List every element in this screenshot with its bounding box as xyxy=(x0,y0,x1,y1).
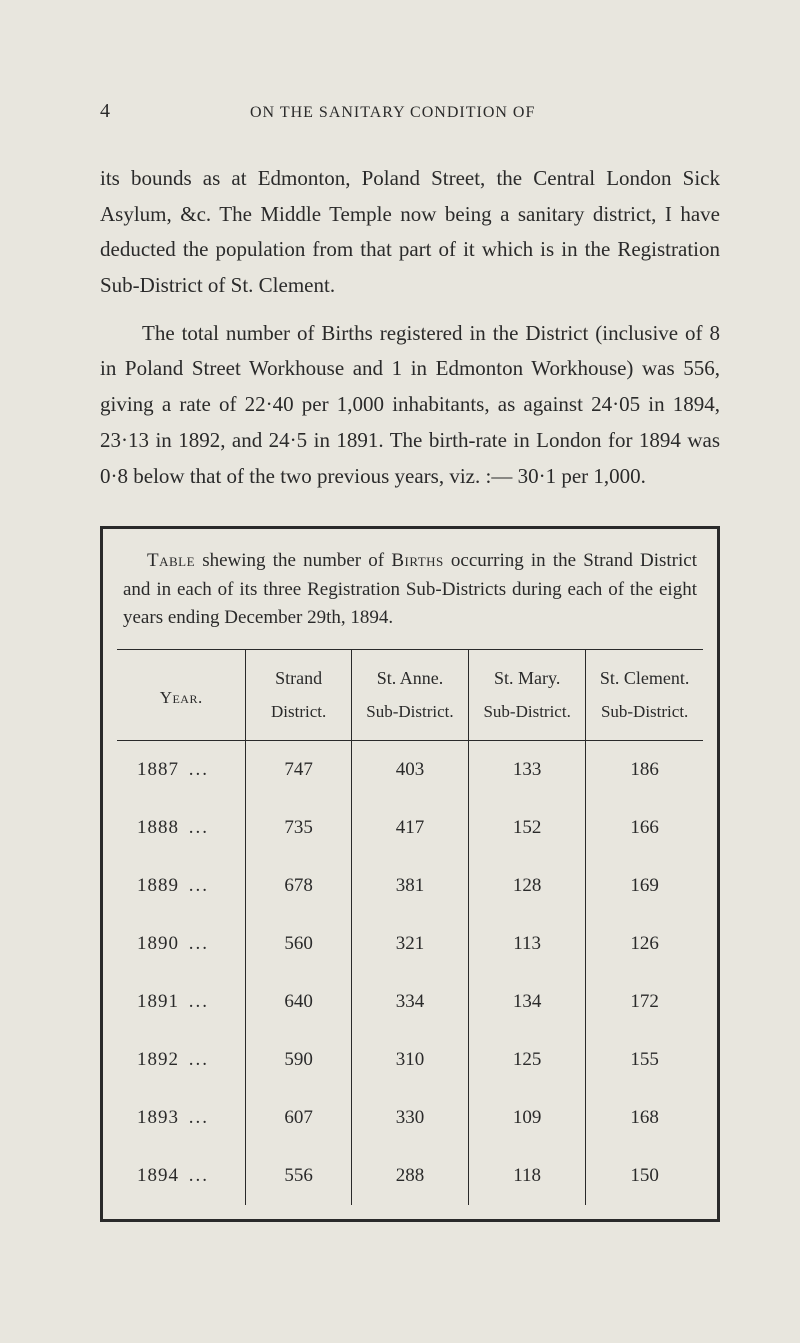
page-header: 4 ON THE SANITARY CONDITION OF xyxy=(100,100,720,123)
th-strand-bot: District. xyxy=(252,698,344,725)
data-cell: 321 xyxy=(351,915,468,973)
year-cell: 1889 ... xyxy=(117,857,246,915)
running-head: ON THE SANITARY CONDITION OF xyxy=(250,104,535,122)
th-year-label: Year. xyxy=(123,684,239,711)
data-cell: 334 xyxy=(351,973,468,1031)
data-cell: 169 xyxy=(586,857,703,915)
table-row: 1894 ...556288118150 xyxy=(117,1147,703,1205)
data-cell: 109 xyxy=(469,1089,586,1147)
data-cell: 735 xyxy=(246,799,351,857)
data-cell: 133 xyxy=(469,740,586,799)
data-cell: 288 xyxy=(351,1147,468,1205)
data-cell: 747 xyxy=(246,740,351,799)
data-cell: 403 xyxy=(351,740,468,799)
year-cell: 1892 ... xyxy=(117,1031,246,1089)
caption-word-table: Table xyxy=(147,550,195,571)
data-cell: 150 xyxy=(586,1147,703,1205)
body-text: its bounds as at Edmonton, Poland Street… xyxy=(100,161,720,494)
data-cell: 678 xyxy=(246,857,351,915)
table-row: 1891 ...640334134172 xyxy=(117,973,703,1031)
th-mary-top: St. Mary. xyxy=(475,664,579,693)
data-cell: 556 xyxy=(246,1147,351,1205)
data-cell: 381 xyxy=(351,857,468,915)
births-table-container: Table shewing the number of Births occur… xyxy=(100,526,720,1221)
th-anne-bot: Sub-District. xyxy=(358,698,462,725)
births-table: Year. Strand District. St. Anne. Sub-Dis… xyxy=(117,649,703,1205)
paragraph-1: its bounds as at Edmonton, Poland Street… xyxy=(100,161,720,304)
paragraph-2: The total number of Births registered in… xyxy=(100,316,720,494)
data-cell: 134 xyxy=(469,973,586,1031)
year-cell: 1891 ... xyxy=(117,973,246,1031)
data-cell: 155 xyxy=(586,1031,703,1089)
th-clement-bot: Sub-District. xyxy=(592,698,697,725)
year-cell: 1894 ... xyxy=(117,1147,246,1205)
data-cell: 152 xyxy=(469,799,586,857)
caption-mid: shewing the number of xyxy=(195,550,391,571)
year-cell: 1887 ... xyxy=(117,740,246,799)
year-cell: 1893 ... xyxy=(117,1089,246,1147)
data-cell: 560 xyxy=(246,915,351,973)
table-body: 1887 ...7474031331861888 ...735417152166… xyxy=(117,740,703,1205)
data-cell: 590 xyxy=(246,1031,351,1089)
data-cell: 172 xyxy=(586,973,703,1031)
data-cell: 125 xyxy=(469,1031,586,1089)
th-strand-top: Strand xyxy=(252,664,344,693)
data-cell: 166 xyxy=(586,799,703,857)
th-clement: St. Clement. Sub-District. xyxy=(586,649,703,740)
th-anne-top: St. Anne. xyxy=(358,664,462,693)
data-cell: 118 xyxy=(469,1147,586,1205)
page-number: 4 xyxy=(100,100,110,123)
table-row: 1888 ...735417152166 xyxy=(117,799,703,857)
data-cell: 607 xyxy=(246,1089,351,1147)
th-mary: St. Mary. Sub-District. xyxy=(469,649,586,740)
table-row: 1889 ...678381128169 xyxy=(117,857,703,915)
data-cell: 640 xyxy=(246,973,351,1031)
th-year: Year. xyxy=(117,649,246,740)
data-cell: 186 xyxy=(586,740,703,799)
data-cell: 126 xyxy=(586,915,703,973)
data-cell: 330 xyxy=(351,1089,468,1147)
data-cell: 417 xyxy=(351,799,468,857)
th-strand: Strand District. xyxy=(246,649,351,740)
table-header-row: Year. Strand District. St. Anne. Sub-Dis… xyxy=(117,649,703,740)
table-row: 1893 ...607330109168 xyxy=(117,1089,703,1147)
table-row: 1887 ...747403133186 xyxy=(117,740,703,799)
year-cell: 1890 ... xyxy=(117,915,246,973)
data-cell: 128 xyxy=(469,857,586,915)
data-cell: 168 xyxy=(586,1089,703,1147)
year-cell: 1888 ... xyxy=(117,799,246,857)
table-row: 1890 ...560321113126 xyxy=(117,915,703,973)
th-anne: St. Anne. Sub-District. xyxy=(351,649,468,740)
data-cell: 113 xyxy=(469,915,586,973)
data-cell: 310 xyxy=(351,1031,468,1089)
caption-word-births: Births xyxy=(391,550,443,571)
th-mary-bot: Sub-District. xyxy=(475,698,579,725)
table-row: 1892 ...590310125155 xyxy=(117,1031,703,1089)
th-clement-top: St. Clement. xyxy=(592,664,697,693)
table-caption: Table shewing the number of Births occur… xyxy=(117,547,703,633)
